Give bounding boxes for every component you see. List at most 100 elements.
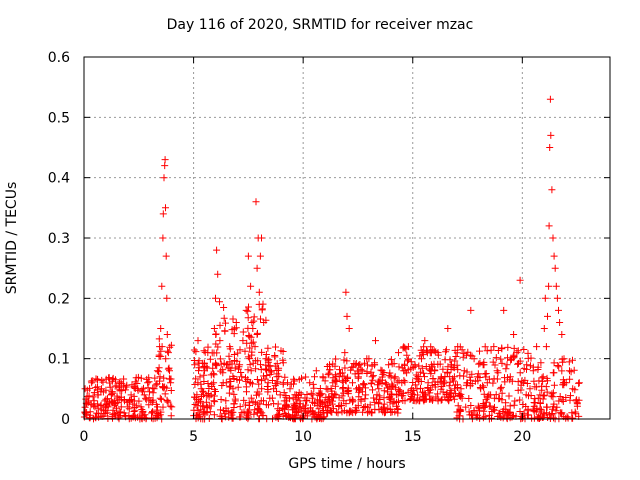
- data-point: [231, 357, 238, 364]
- data-point: [255, 300, 263, 308]
- data-point: [224, 360, 232, 368]
- data-point: [85, 392, 93, 400]
- data-point: [504, 343, 512, 351]
- data-point: [204, 380, 212, 387]
- data-point: [89, 377, 97, 385]
- data-point: [274, 378, 282, 386]
- data-point: [548, 411, 556, 419]
- data-point: [239, 337, 247, 345]
- data-point: [145, 401, 153, 409]
- data-point: [309, 410, 317, 418]
- data-point: [315, 405, 323, 413]
- data-point: [559, 381, 567, 389]
- data-point: [302, 401, 309, 409]
- data-point: [231, 397, 239, 405]
- data-point: [158, 343, 166, 351]
- data-point: [159, 210, 167, 218]
- data-point: [236, 403, 244, 411]
- data-point: [303, 396, 311, 404]
- data-point: [192, 375, 200, 383]
- data-point: [341, 364, 349, 372]
- data-point: [240, 396, 248, 404]
- data-point: [199, 387, 207, 395]
- data-point: [216, 355, 224, 363]
- data-point: [530, 377, 538, 385]
- data-point: [343, 312, 351, 320]
- data-point: [163, 294, 171, 302]
- data-point: [282, 401, 290, 409]
- data-point: [510, 401, 518, 409]
- data-point: [151, 414, 159, 422]
- data-point: [393, 399, 401, 406]
- data-point: [526, 385, 534, 393]
- data-point: [274, 405, 282, 413]
- data-point: [545, 282, 553, 290]
- data-point: [262, 351, 270, 358]
- data-point: [264, 379, 272, 387]
- data-point: [161, 156, 169, 164]
- data-point: [212, 330, 220, 338]
- data-point: [411, 381, 419, 389]
- data-point: [558, 409, 566, 417]
- data-point: [152, 381, 160, 389]
- data-point: [484, 392, 492, 400]
- data-point: [149, 396, 157, 404]
- data-point: [506, 402, 514, 410]
- data-point: [416, 368, 424, 376]
- data-point: [427, 343, 435, 351]
- data-point: [155, 335, 163, 343]
- data-point: [255, 288, 263, 296]
- data-point: [157, 395, 165, 403]
- data-point: [338, 408, 346, 416]
- data-point: [516, 276, 524, 284]
- data-point: [494, 369, 502, 377]
- data-point: [280, 389, 288, 397]
- data-point: [272, 380, 280, 388]
- data-point: [190, 346, 198, 354]
- data-point: [472, 411, 480, 419]
- y-tick-label: 0.5: [48, 110, 70, 126]
- data-point: [489, 358, 497, 366]
- data-point: [115, 396, 123, 404]
- data-point: [230, 390, 238, 398]
- data-point: [544, 377, 551, 385]
- data-point: [243, 339, 251, 347]
- data-point: [226, 383, 234, 391]
- data-point: [308, 394, 316, 402]
- data-point: [102, 395, 110, 403]
- data-point: [479, 382, 487, 390]
- data-point: [483, 347, 491, 355]
- data-point: [453, 349, 461, 357]
- data-point: [197, 380, 205, 388]
- data-point: [329, 360, 337, 368]
- data-point: [522, 391, 530, 399]
- data-point: [264, 356, 272, 364]
- data-point: [316, 414, 324, 422]
- data-point: [86, 384, 94, 392]
- data-point: [550, 369, 558, 377]
- data-point: [330, 394, 337, 402]
- data-point: [394, 390, 402, 398]
- data-point: [290, 377, 298, 385]
- data-point: [547, 392, 555, 400]
- data-point: [145, 394, 153, 402]
- data-point: [102, 375, 110, 383]
- data-point: [420, 343, 428, 351]
- data-point: [511, 397, 519, 405]
- data-point: [229, 414, 237, 422]
- data-point: [553, 403, 561, 411]
- data-point: [497, 413, 505, 421]
- data-point: [142, 414, 150, 422]
- data-point: [296, 400, 304, 408]
- data-point: [368, 362, 376, 370]
- data-point: [520, 409, 528, 417]
- data-point: [256, 252, 264, 260]
- data-point: [566, 375, 574, 383]
- data-point: [218, 382, 226, 389]
- data-point: [117, 403, 125, 411]
- data-point: [420, 369, 428, 377]
- data-point: [380, 400, 388, 408]
- data-point: [527, 354, 535, 362]
- data-point: [569, 356, 576, 364]
- data-point: [510, 344, 518, 352]
